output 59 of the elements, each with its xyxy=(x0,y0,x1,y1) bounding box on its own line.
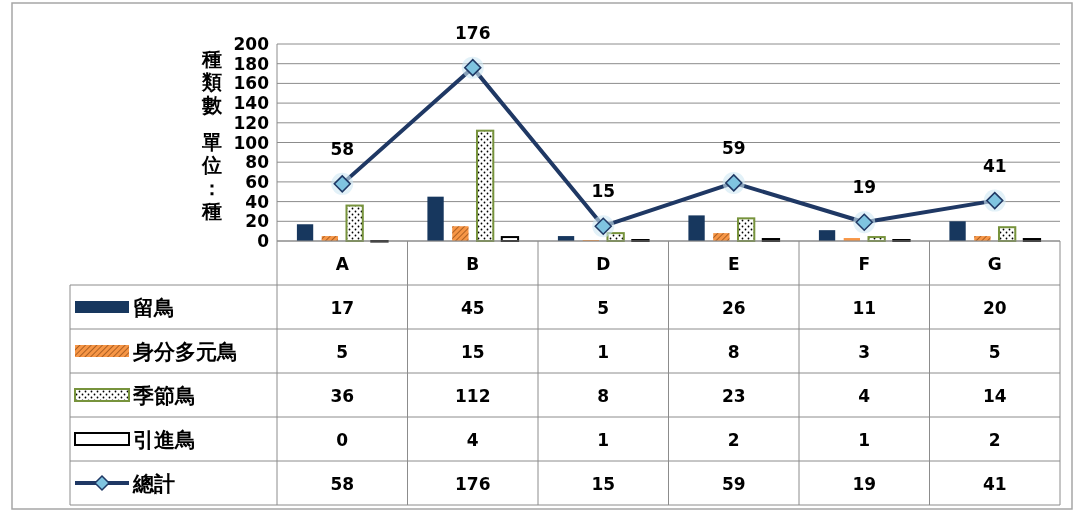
y-tick-label: 100 xyxy=(233,132,270,153)
data-label: 2 xyxy=(988,430,1001,450)
data-label: 58 xyxy=(330,474,355,494)
legend-label: 身分多元鳥 xyxy=(132,340,238,364)
y-tick-label: 200 xyxy=(233,34,270,54)
x-tick-label: D xyxy=(596,254,611,274)
data-label: 5 xyxy=(988,342,1001,362)
data-label: 176 xyxy=(455,474,491,494)
x-tick-label: E xyxy=(727,254,740,274)
data-label: 5 xyxy=(336,342,349,362)
data-label: 36 xyxy=(330,386,355,406)
x-tick-label: F xyxy=(858,254,871,274)
data-label: 1 xyxy=(597,430,610,450)
data-label: 41 xyxy=(982,474,1007,494)
data-label: 0 xyxy=(336,430,349,450)
data-label: 4 xyxy=(466,430,479,450)
y-tick-label: 140 xyxy=(233,93,270,114)
data-label: 8 xyxy=(597,386,610,406)
x-tick-label: B xyxy=(466,254,480,274)
data-label: 5 xyxy=(597,298,610,318)
data-label: 11 xyxy=(852,298,877,318)
data-label: 15 xyxy=(460,342,485,362)
data-label: 1 xyxy=(858,430,871,450)
data-label: 59 xyxy=(721,474,746,494)
data-label: 26 xyxy=(721,298,746,318)
y-tick-label: 160 xyxy=(233,73,270,94)
data-label: 45 xyxy=(460,298,485,318)
y-tick-label: 120 xyxy=(233,112,270,133)
data-label: 112 xyxy=(455,386,491,406)
data-label: 4 xyxy=(858,386,871,406)
data-label: 2 xyxy=(727,430,740,450)
data-label: 14 xyxy=(982,386,1007,406)
x-tick-label: G xyxy=(987,254,1002,274)
data-label: 3 xyxy=(858,342,871,362)
annotation: 59 xyxy=(721,137,746,158)
annotation: 58 xyxy=(330,138,355,159)
legend-label: 留鳥 xyxy=(133,296,175,320)
legend-label: 總計 xyxy=(132,472,175,496)
data-label: 20 xyxy=(982,298,1007,318)
data-label: 19 xyxy=(852,474,877,494)
annotation: 15 xyxy=(591,181,616,202)
y-tick-label: 80 xyxy=(245,152,270,173)
annotation: 41 xyxy=(982,155,1007,176)
y-tick-label: 0 xyxy=(257,231,270,251)
y-tick-label: 60 xyxy=(245,171,270,192)
legend-label: 季節鳥 xyxy=(132,384,196,408)
y-axis-title: 種類數單位：種 xyxy=(201,47,223,223)
y-tick-label: 40 xyxy=(245,191,270,212)
y-tick-label: 180 xyxy=(233,53,270,74)
legend-label: 引進鳥 xyxy=(133,428,196,452)
data-label: 15 xyxy=(591,474,616,494)
data-label: 23 xyxy=(721,386,746,406)
y-tick-label: 20 xyxy=(245,211,270,232)
annotation: 176 xyxy=(455,22,491,43)
data-label: 17 xyxy=(330,298,355,318)
x-tick-label: A xyxy=(335,254,350,274)
data-label: 8 xyxy=(727,342,740,362)
data-label: 1 xyxy=(597,342,610,362)
annotation: 19 xyxy=(852,177,877,198)
